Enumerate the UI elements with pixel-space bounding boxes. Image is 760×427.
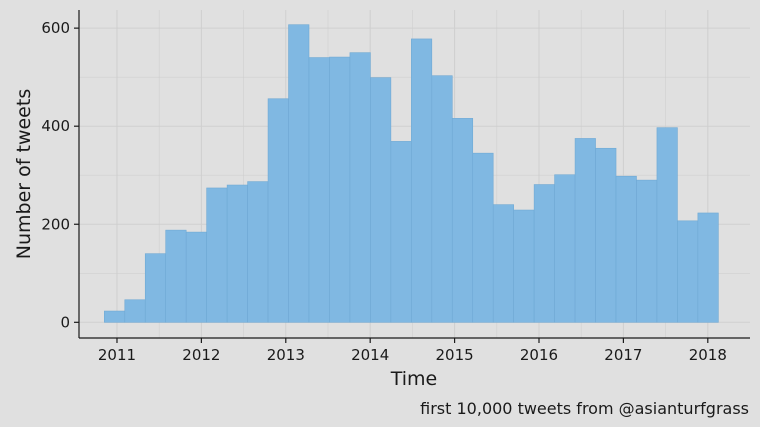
x-tick-label: 2018	[689, 346, 727, 364]
histogram-bar	[349, 52, 371, 323]
histogram-bar	[636, 179, 658, 323]
histogram-bar	[656, 127, 678, 323]
x-tick-label: 2017	[604, 346, 642, 364]
x-tick-label: 2014	[351, 346, 389, 364]
histogram-bar	[615, 175, 637, 323]
histogram-bar	[247, 181, 269, 323]
x-tick-label: 2016	[520, 346, 558, 364]
histogram-bar	[513, 209, 535, 323]
x-tick-label: 2015	[435, 346, 473, 364]
histogram-bar	[288, 24, 310, 323]
y-tick-label: 200	[41, 215, 70, 233]
histogram-bar	[226, 184, 248, 323]
x-tick-label: 2012	[182, 346, 220, 364]
histogram-bar	[267, 98, 289, 323]
histogram-bar	[185, 231, 207, 323]
x-axis-title: Time	[390, 368, 438, 390]
histogram-bar	[124, 299, 146, 323]
x-tick-label: 2011	[98, 346, 136, 364]
histogram-bar	[451, 118, 474, 323]
histogram-bar	[308, 57, 330, 323]
histogram-bar	[329, 56, 351, 323]
y-axis-ticks: 0 200 400 600	[41, 19, 79, 331]
histogram-bar	[144, 253, 167, 323]
chart-caption: first 10,000 tweets from @asianturfgrass	[420, 399, 749, 418]
x-tick-label: 2013	[267, 346, 305, 364]
y-axis-title: Number of tweets	[13, 89, 35, 259]
histogram-bar	[104, 310, 126, 323]
histogram-bar	[390, 141, 412, 323]
histogram-bar	[554, 174, 576, 323]
y-tick-label: 0	[60, 313, 70, 331]
histogram-bar	[697, 212, 719, 323]
y-tick-label: 600	[41, 19, 70, 37]
histogram-bar	[411, 38, 433, 323]
histogram-bar	[574, 138, 596, 323]
bars	[104, 24, 719, 323]
y-tick-label: 400	[41, 117, 70, 135]
histogram-bar	[533, 184, 555, 323]
histogram-bar	[492, 204, 514, 323]
x-axis-ticks: 2011 2012 2013 2014 2015 2016 2017 2018	[98, 338, 727, 364]
histogram-bar	[370, 77, 392, 323]
histogram-bar	[206, 187, 228, 323]
histogram-bar	[431, 75, 453, 323]
histogram-bar	[595, 147, 617, 323]
histogram-bar	[165, 229, 187, 323]
histogram-bar	[677, 220, 699, 323]
histogram-bar	[472, 152, 494, 323]
